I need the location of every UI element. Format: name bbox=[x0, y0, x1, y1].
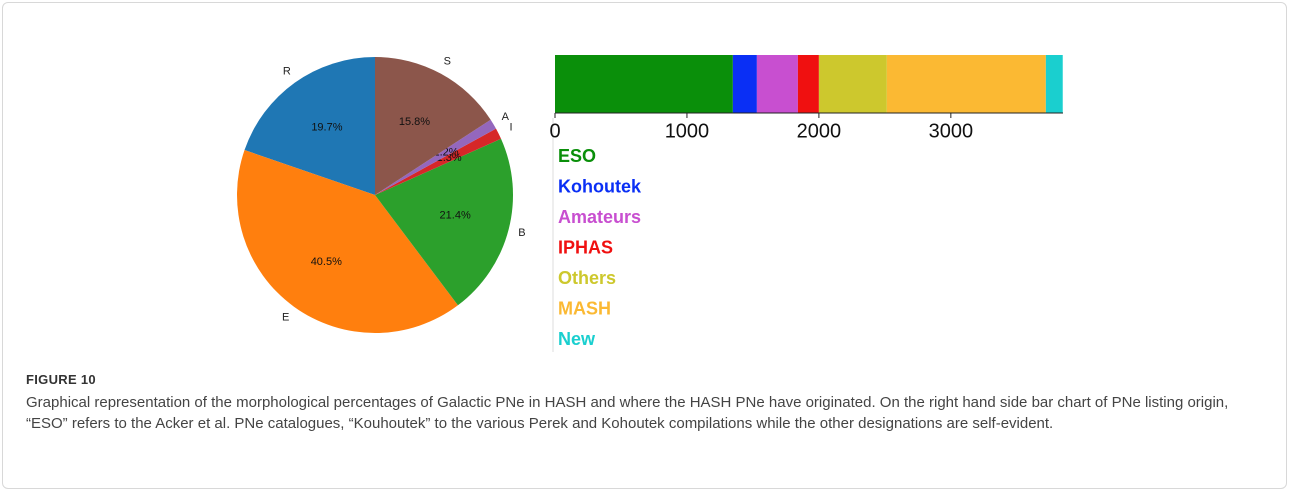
slice-label: I bbox=[509, 121, 512, 133]
bar-segment bbox=[555, 55, 733, 113]
slice-label: B bbox=[518, 227, 525, 239]
slice-label: R bbox=[283, 65, 291, 77]
slice-value-label: 40.5% bbox=[311, 256, 342, 268]
x-tick-label: 1000 bbox=[665, 120, 710, 142]
figure-label: FIGURE 10 bbox=[26, 372, 96, 387]
bar-segment bbox=[797, 55, 819, 113]
legend-label: IPHAS bbox=[558, 237, 613, 257]
slice-label: S bbox=[444, 55, 451, 67]
legend-label: ESO bbox=[558, 146, 596, 166]
pie-slice bbox=[375, 57, 491, 195]
pie-slice bbox=[375, 128, 502, 195]
bar-segment bbox=[756, 55, 798, 113]
bar-segment bbox=[732, 55, 757, 113]
legend-label: MASH bbox=[558, 298, 611, 318]
x-tick-label: 0 bbox=[549, 120, 560, 142]
pie-slice bbox=[375, 119, 497, 195]
legend-label: Kohoutek bbox=[558, 176, 642, 196]
slice-value-label: 19.7% bbox=[311, 121, 342, 133]
x-tick-label: 2000 bbox=[797, 120, 842, 142]
bar-segment bbox=[818, 55, 887, 113]
slice-value-label: 21.4% bbox=[440, 210, 471, 222]
pie-slice bbox=[244, 57, 375, 195]
bar-segment bbox=[886, 55, 1046, 113]
pie-slice bbox=[236, 150, 458, 333]
pie-slice bbox=[375, 138, 513, 306]
x-tick-label: 3000 bbox=[929, 120, 974, 142]
legend-label: New bbox=[558, 329, 596, 349]
legend-label: Others bbox=[558, 268, 616, 288]
figure-charts: R19.7%E40.5%B21.4%I1.3%A1.2%S15.8%ESOKoh… bbox=[236, 55, 1063, 352]
bar-segment bbox=[1045, 55, 1063, 113]
slice-label: A bbox=[502, 111, 510, 123]
slice-value-label: 15.8% bbox=[399, 116, 430, 128]
legend-label: Amateurs bbox=[558, 207, 641, 227]
slice-label: E bbox=[282, 312, 289, 324]
figure-caption: Graphical representation of the morpholo… bbox=[26, 394, 1229, 432]
